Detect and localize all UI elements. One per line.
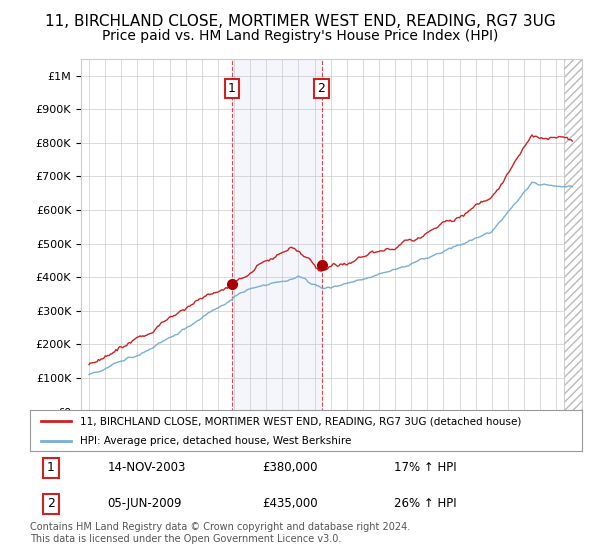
- Text: 26% ↑ HPI: 26% ↑ HPI: [394, 497, 457, 510]
- Text: 11, BIRCHLAND CLOSE, MORTIMER WEST END, READING, RG7 3UG: 11, BIRCHLAND CLOSE, MORTIMER WEST END, …: [44, 14, 556, 29]
- Text: 17% ↑ HPI: 17% ↑ HPI: [394, 461, 457, 474]
- Text: 14-NOV-2003: 14-NOV-2003: [107, 461, 185, 474]
- Text: 2: 2: [317, 82, 325, 95]
- Text: HPI: Average price, detached house, West Berkshire: HPI: Average price, detached house, West…: [80, 436, 351, 446]
- Text: Price paid vs. HM Land Registry's House Price Index (HPI): Price paid vs. HM Land Registry's House …: [102, 29, 498, 43]
- Text: £380,000: £380,000: [262, 461, 317, 474]
- Bar: [564, 59, 582, 412]
- Text: 1: 1: [228, 82, 236, 95]
- Text: 11, BIRCHLAND CLOSE, MORTIMER WEST END, READING, RG7 3UG (detached house): 11, BIRCHLAND CLOSE, MORTIMER WEST END, …: [80, 417, 521, 426]
- Text: 2: 2: [47, 497, 55, 510]
- Text: 05-JUN-2009: 05-JUN-2009: [107, 497, 182, 510]
- Text: Contains HM Land Registry data © Crown copyright and database right 2024.
This d: Contains HM Land Registry data © Crown c…: [30, 522, 410, 544]
- Bar: [564, 59, 582, 412]
- Text: £435,000: £435,000: [262, 497, 317, 510]
- Text: 1: 1: [47, 461, 55, 474]
- Bar: [232, 59, 322, 412]
